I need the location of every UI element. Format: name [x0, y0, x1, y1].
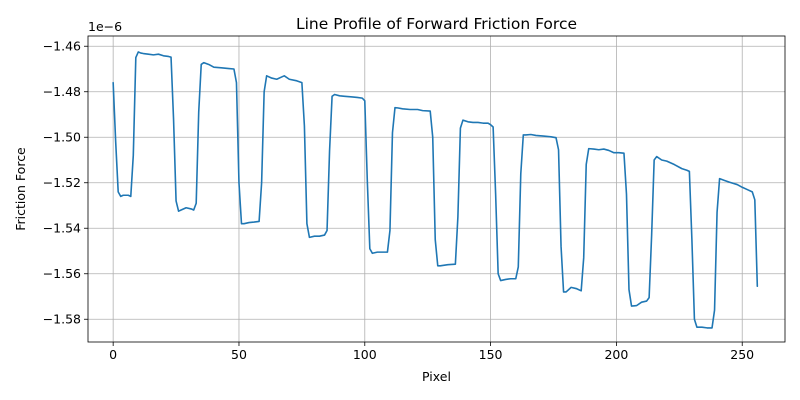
chart-title: Line Profile of Forward Friction Force [296, 15, 577, 33]
x-tick-label: 250 [730, 347, 754, 362]
x-tick-label: 50 [231, 347, 247, 362]
y-tick-label: −1.56 [43, 266, 81, 281]
x-tick-label: 100 [353, 347, 377, 362]
y-tick-label: −1.48 [43, 84, 81, 99]
y-tick-label: −1.58 [43, 312, 81, 327]
plot-frame [87, 35, 786, 343]
friction-force-line [112, 51, 759, 329]
y-tick-label: −1.52 [43, 175, 81, 190]
x-tick-label: 200 [604, 347, 628, 362]
x-axis-label: Pixel [422, 369, 451, 384]
y-tick-label: −1.46 [43, 39, 81, 54]
y-axis-offset-text: 1e−6 [88, 19, 122, 34]
x-tick-label: 150 [479, 347, 503, 362]
y-tick-label: −1.50 [43, 130, 81, 145]
series-layer [112, 51, 759, 329]
y-tick-label: −1.54 [43, 221, 81, 236]
y-axis-label: Friction Force [13, 147, 28, 231]
x-tick-label: 0 [109, 347, 117, 362]
tick-layer: 0 50 100 150 200 250 −1.58 −1.56 −1.54 −1.52 −1.50… [43, 39, 755, 362]
grid-layer [88, 36, 785, 342]
